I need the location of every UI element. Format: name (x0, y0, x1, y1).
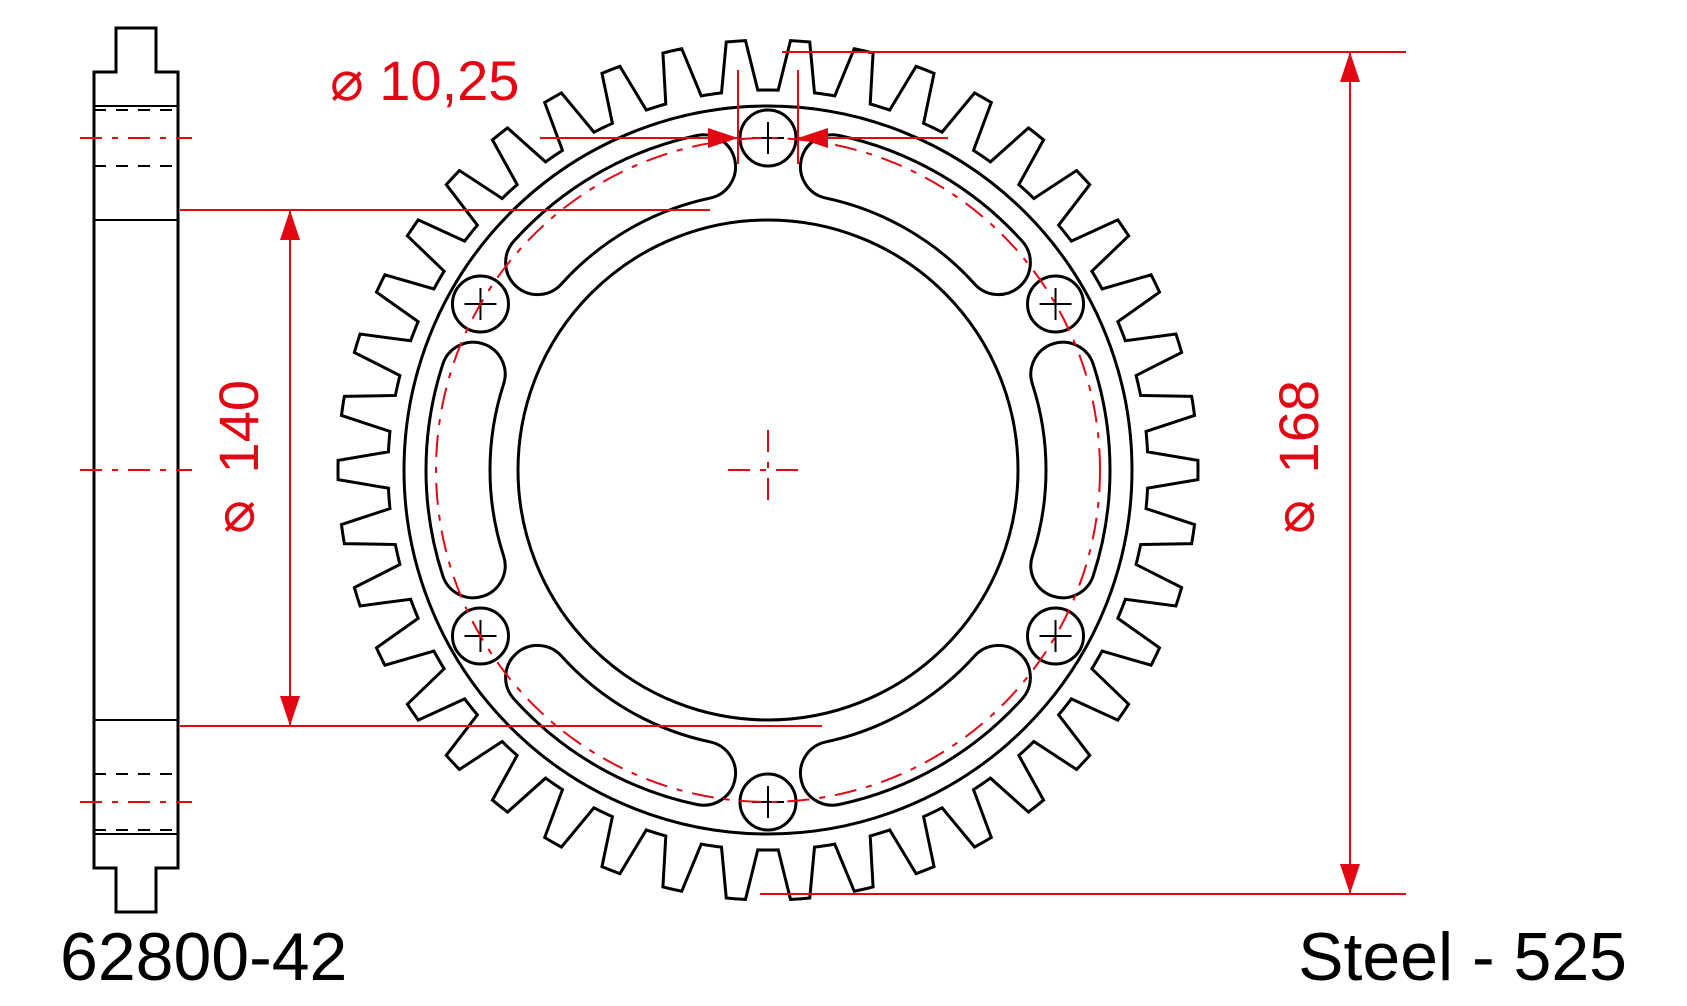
material-label: Steel - 525 (1298, 918, 1627, 996)
dim-bolt-hole-diameter: ⌀ 10,25 (330, 48, 519, 114)
dim-bolt-circle-diameter: ⌀ 140 (206, 380, 271, 554)
part-number: 62800-42 (60, 918, 347, 996)
dim-outer-diameter: ⌀ 168 (1266, 380, 1331, 554)
